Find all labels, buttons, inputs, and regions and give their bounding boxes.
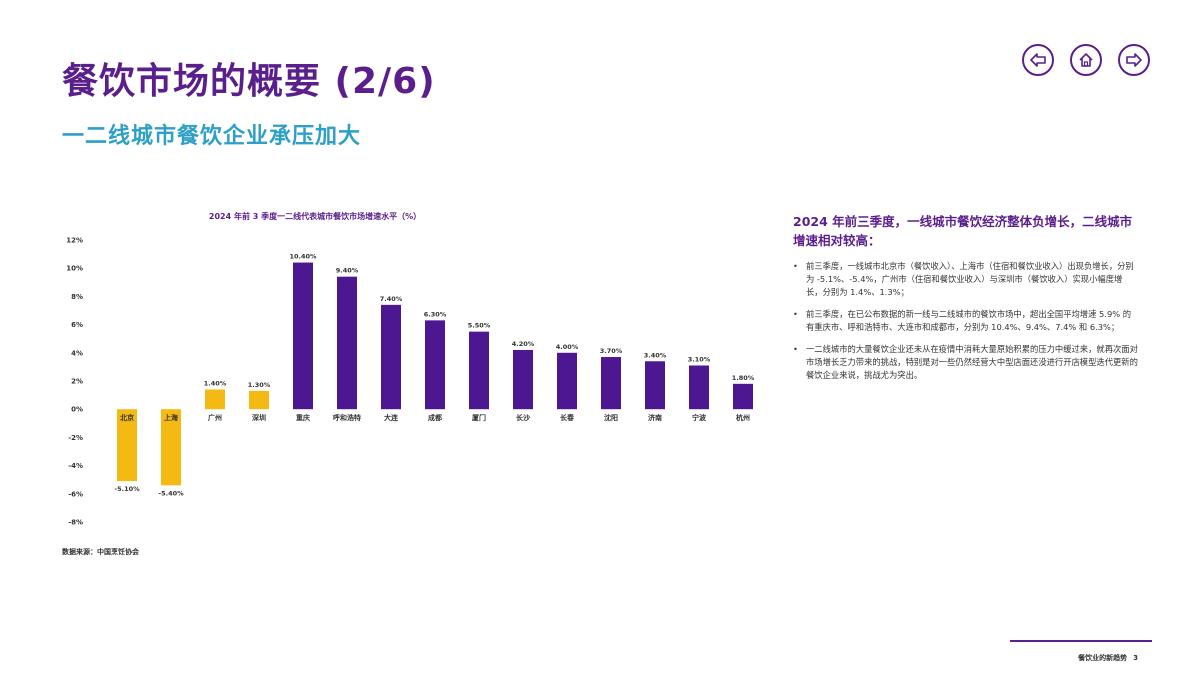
data-source: 数据来源：中国烹饪协会 xyxy=(62,548,139,556)
y-tick-label: -4% xyxy=(68,462,83,470)
bar xyxy=(249,390,269,410)
bullet-text: 一二线城市的大量餐饮企业还未从在疫情中消耗大量原始积累的压力中缓过来，就再次面对… xyxy=(806,344,1138,380)
page-number: 3 xyxy=(1133,654,1138,662)
bar xyxy=(601,357,621,410)
data-label: 10.40% xyxy=(289,253,317,261)
data-label: 1.40% xyxy=(204,379,227,387)
category-label: 长沙 xyxy=(516,413,530,422)
bar xyxy=(205,389,225,410)
data-label: 5.50% xyxy=(468,322,491,330)
data-label: -5.10% xyxy=(114,485,140,493)
data-label: 6.30% xyxy=(424,310,447,318)
bar xyxy=(557,352,577,410)
page-title: 餐饮市场的概要 (2/6) xyxy=(62,61,436,102)
bar xyxy=(689,365,709,410)
bullet-text: 前三季度，一线城市北京市（餐饮收入）、上海市（住宿和餐饮业收入）出现负增长，分别… xyxy=(806,261,1134,297)
bullet-item: • 前三季度，在已公布数据的新一线与二线城市的餐饮市场中，超出全国平均增速 5.… xyxy=(793,308,1138,334)
footer-rule xyxy=(1010,640,1152,642)
category-label: 深圳 xyxy=(252,413,266,422)
y-tick-label: 2% xyxy=(71,378,83,386)
category-label: 大连 xyxy=(384,413,399,422)
category-label: 沈阳 xyxy=(604,413,618,422)
bar-chart: 2024 年前 3 季度一二线代表城市餐饮市场增速水平（%） 12% 10% 8% 6%… xyxy=(66,211,755,527)
y-tick-label: 8% xyxy=(71,293,83,301)
category-label: 重庆 xyxy=(296,413,310,422)
bullet-item: • 一二线城市的大量餐饮企业还未从在疫情中消耗大量原始积累的压力中缓过来，就再次… xyxy=(793,343,1138,382)
category-label: 济南 xyxy=(648,413,662,422)
y-tick-label: -8% xyxy=(68,519,83,527)
y-tick-label: 6% xyxy=(71,321,83,329)
panel-heading: 2024 年前三季度，一线城市餐饮经济整体负增长，二线城市增速相对较高： xyxy=(793,214,1133,248)
summary-panel: 2024 年前三季度，一线城市餐饮经济整体负增长，二线城市增速相对较高： • 前… xyxy=(793,212,1138,391)
category-label: 杭州 xyxy=(736,413,750,422)
category-label: 宁波 xyxy=(692,413,707,422)
data-label: 1.80% xyxy=(732,374,755,382)
footer-label: 餐饮业的新趋势 xyxy=(1078,654,1128,662)
category-label: 北京 xyxy=(120,413,134,422)
y-tick-label: 0% xyxy=(71,406,83,414)
footer: 餐饮业的新趋势 3 xyxy=(1072,653,1138,663)
y-tick-label: 10% xyxy=(66,265,83,273)
bar xyxy=(645,361,665,410)
chart-title: 2024 年前 3 季度一二线代表城市餐饮市场增速水平（%） xyxy=(209,211,421,221)
data-label: 4.00% xyxy=(556,343,579,351)
bar xyxy=(381,304,401,410)
data-label: 3.70% xyxy=(600,347,623,355)
y-tick-label: -6% xyxy=(68,490,83,498)
page-subtitle: 一二线城市餐饮企业承压加大 xyxy=(62,124,362,149)
bar xyxy=(733,383,753,410)
category-label: 长春 xyxy=(560,413,575,422)
data-label: 4.20% xyxy=(512,340,535,348)
y-tick-label: 12% xyxy=(66,237,83,245)
bullet-dot: • xyxy=(793,261,798,271)
bullet-dot: • xyxy=(793,344,798,354)
arrow-left-icon xyxy=(1030,53,1046,67)
bar xyxy=(513,349,533,410)
bullet-item: • 前三季度，一线城市北京市（餐饮收入）、上海市（住宿和餐饮业收入）出现负增长，… xyxy=(793,260,1138,299)
data-label: -5.40% xyxy=(158,489,184,497)
data-label: 3.10% xyxy=(688,355,711,363)
data-label: 9.40% xyxy=(336,267,359,275)
category-label: 广州 xyxy=(208,413,222,422)
category-label: 上海 xyxy=(164,413,178,422)
back-button[interactable] xyxy=(1022,44,1054,76)
bullet-dot: • xyxy=(793,309,798,319)
category-label: 呼和浩特 xyxy=(333,413,361,422)
category-label: 厦门 xyxy=(471,413,486,422)
y-tick-label: 4% xyxy=(71,349,83,357)
bar xyxy=(293,262,313,410)
home-button[interactable] xyxy=(1070,44,1102,76)
forward-button[interactable] xyxy=(1118,44,1150,76)
bar xyxy=(469,331,489,410)
category-label: 成都 xyxy=(428,413,442,422)
data-label: 3.40% xyxy=(644,351,667,359)
bar xyxy=(161,409,181,486)
arrow-right-icon xyxy=(1126,53,1142,67)
data-label: 1.30% xyxy=(248,381,271,389)
nav-buttons xyxy=(1022,44,1150,76)
bullet-text: 前三季度，在已公布数据的新一线与二线城市的餐饮市场中，超出全国平均增速 5.9%… xyxy=(806,309,1132,332)
bullet-list: • 前三季度，一线城市北京市（餐饮收入）、上海市（住宿和餐饮业收入）出现负增长，… xyxy=(793,260,1138,382)
bar xyxy=(337,276,357,410)
data-label: 7.40% xyxy=(380,295,403,303)
y-tick-label: -2% xyxy=(68,434,83,442)
home-icon xyxy=(1079,53,1093,67)
bar xyxy=(117,409,137,482)
bar xyxy=(425,320,445,410)
